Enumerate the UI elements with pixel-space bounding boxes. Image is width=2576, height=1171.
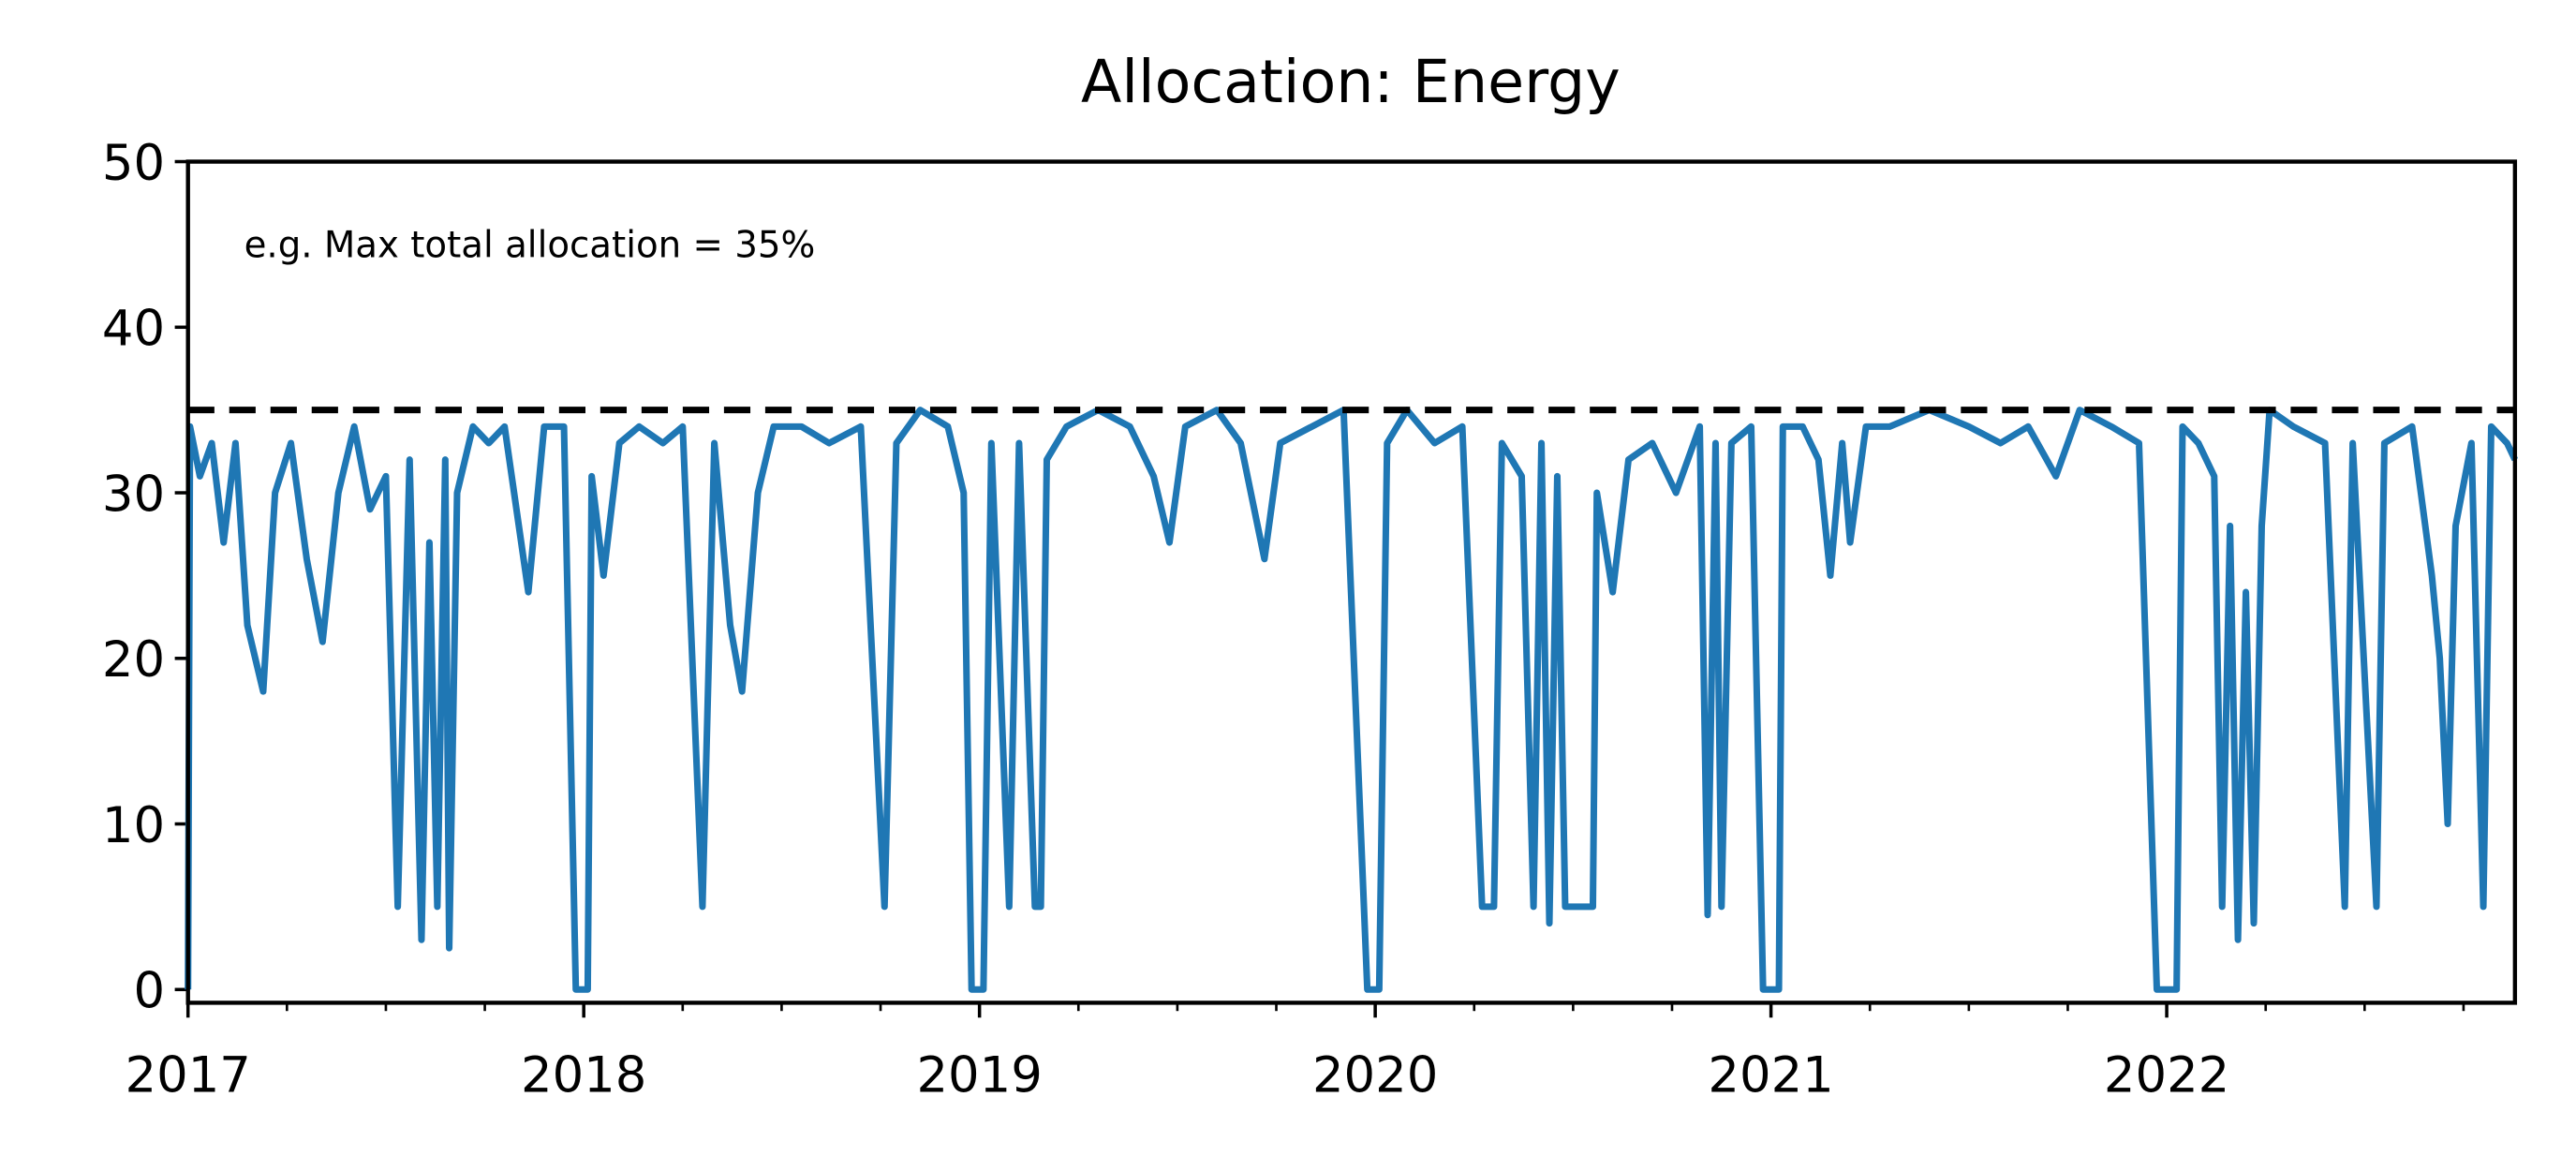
y-tick-label: 30 (102, 466, 165, 523)
line-series (185, 407, 2519, 993)
x-tick-label: 2017 (126, 1046, 251, 1104)
annotation: e.g. Max total allocation = 35% (244, 225, 816, 267)
x-tick-label: 2019 (916, 1046, 1042, 1104)
x-tick-label: 2020 (1312, 1046, 1438, 1104)
x-tick-label: 2022 (2104, 1046, 2229, 1104)
y-tick-label: 0 (133, 963, 165, 1020)
y-tick-label: 50 (102, 135, 165, 192)
y-tick-label: 10 (102, 797, 165, 854)
x-tick-label: 2018 (521, 1046, 646, 1104)
y-tick-label: 20 (102, 631, 165, 689)
y-tick-label: 40 (102, 301, 165, 358)
plot-frame (185, 159, 2518, 1005)
x-tick-label: 2021 (1708, 1046, 1833, 1104)
chart-title: Allocation: Energy (1081, 47, 1621, 116)
